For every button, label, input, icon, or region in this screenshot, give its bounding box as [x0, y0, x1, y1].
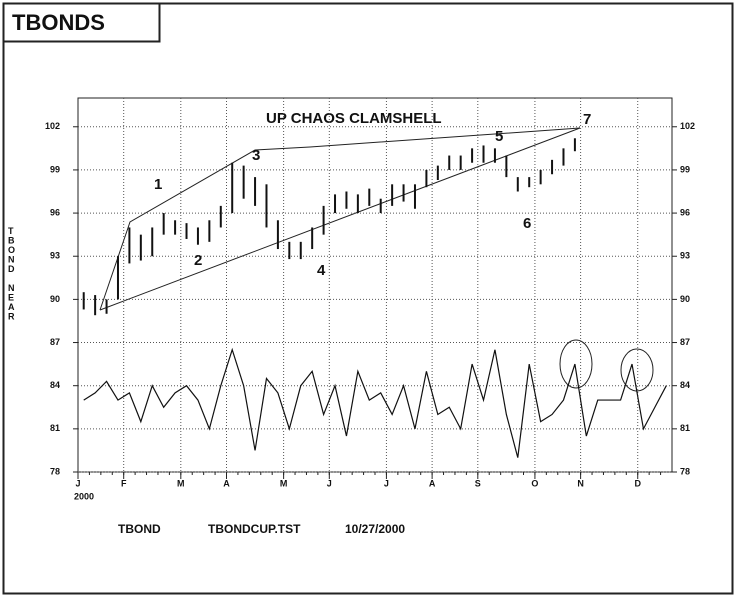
- x-tick-label: M: [177, 478, 185, 488]
- annotation: 5: [495, 128, 503, 145]
- y-tick-label: 96: [50, 207, 60, 217]
- chart-title: TBONDS: [12, 10, 105, 35]
- y-tick-label: 93: [50, 251, 60, 261]
- annotation: 6: [523, 215, 531, 232]
- circle-marker: [559, 339, 593, 389]
- annotation: UP CHAOS CLAMSHELL: [266, 110, 442, 127]
- y-tick-label: 84: [680, 380, 690, 390]
- annotation: 1: [154, 176, 162, 193]
- y-tick-label: 96: [680, 207, 690, 217]
- x-tick-label: A: [223, 478, 230, 488]
- x-tick-label: F: [121, 478, 127, 488]
- title-box: [2, 2, 161, 43]
- y-tick-label: 99: [680, 164, 690, 174]
- annotation: 7: [583, 111, 591, 128]
- clamshell-upper: [99, 127, 581, 311]
- x-tick-label: O: [531, 478, 538, 488]
- oscillator-line: [83, 347, 667, 458]
- x-tick-label: M: [280, 478, 288, 488]
- footer-text: 10/27/2000: [345, 522, 405, 536]
- y-tick-label: 90: [50, 294, 60, 304]
- year-label: 2000: [74, 491, 94, 501]
- y-tick-label: 81: [680, 423, 690, 433]
- y-tick-label: 87: [50, 337, 60, 347]
- y-tick-label: 93: [680, 251, 690, 261]
- y-tick-label: 84: [50, 380, 60, 390]
- x-tick-label: J: [327, 478, 332, 488]
- x-tick-label: J: [384, 478, 389, 488]
- y-tick-label: 78: [680, 466, 690, 476]
- annotation: 4: [317, 262, 326, 279]
- x-tick-label: N: [577, 478, 584, 488]
- x-tick-label: J: [75, 478, 80, 488]
- y-tick-label: 102: [45, 121, 60, 131]
- x-tick-label: A: [429, 478, 436, 488]
- y-tick-label: 102: [680, 121, 695, 131]
- y-tick-label: 99: [50, 164, 60, 174]
- clamshell-lower: [99, 127, 581, 311]
- x-tick-label: S: [475, 478, 481, 488]
- y-tick-label: 90: [680, 294, 690, 304]
- footer-text: TBONDCUP.TST: [208, 522, 301, 536]
- x-tick-label: D: [634, 478, 641, 488]
- y-tick-label: 78: [50, 466, 60, 476]
- annotation: 3: [252, 147, 260, 164]
- y-tick-label: 87: [680, 337, 690, 347]
- annotation: 2: [194, 252, 202, 269]
- y-tick-label: 81: [50, 423, 60, 433]
- footer-text: TBOND: [118, 522, 161, 536]
